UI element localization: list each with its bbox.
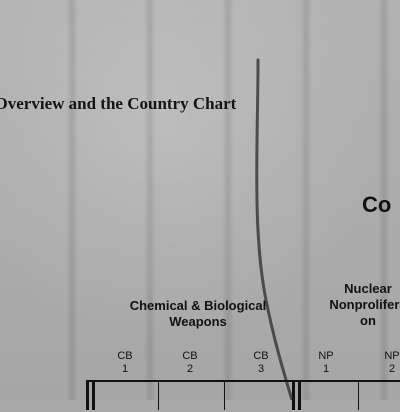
group-label-line: Chemical & Biological [129, 298, 267, 313]
group-label-line: Nuclear [344, 281, 392, 296]
table-rule [92, 380, 95, 410]
column-code: NP [384, 350, 400, 362]
pen-mark [255, 58, 294, 400]
table-rule [298, 380, 301, 410]
column-header-cb-3: CB 3 [241, 350, 281, 376]
column-number: 2 [186, 363, 194, 375]
partial-title: Co [362, 192, 392, 217]
column-code: CB [253, 350, 269, 362]
page-heading: st Overview and the Country Chart [0, 94, 237, 113]
group-label-line: Weapons [169, 314, 227, 329]
group-label-line: Nonprolifera [329, 297, 400, 312]
group-nuclear-nonproliferation: Nuclear Nonprolifera on [308, 281, 400, 329]
chart-table-top-border [86, 380, 400, 412]
column-code: CB [182, 350, 198, 362]
column-header-np-1: NP 1 [306, 350, 346, 376]
scanned-page-background [0, 0, 400, 400]
table-rule [158, 380, 159, 410]
group-chemical-biological-weapons: Chemical & Biological Weapons [113, 298, 283, 330]
column-number: 3 [257, 363, 265, 375]
table-rule [292, 380, 295, 410]
column-number: 1 [121, 363, 129, 375]
group-label-line: on [360, 313, 376, 328]
table-rule [224, 380, 225, 410]
table-rule [358, 380, 359, 410]
column-number: 1 [322, 363, 330, 375]
column-code: CB [117, 350, 133, 362]
column-code: NP [318, 350, 334, 362]
column-header-cb-2: CB 2 [170, 350, 210, 376]
column-header-cb-1: CB 1 [105, 350, 145, 376]
column-number: 2 [388, 363, 396, 375]
column-header-np-2: NP 2 [372, 350, 400, 376]
table-rule [86, 380, 89, 410]
